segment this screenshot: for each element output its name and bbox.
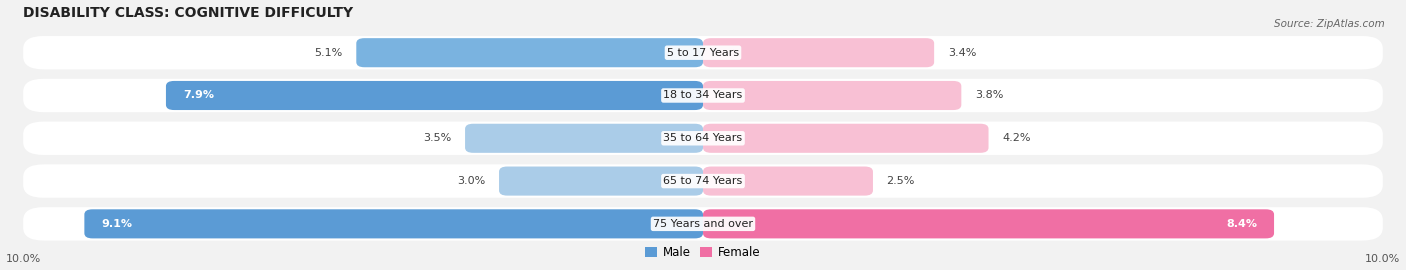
Text: DISABILITY CLASS: COGNITIVE DIFFICULTY: DISABILITY CLASS: COGNITIVE DIFFICULTY <box>22 6 353 19</box>
Text: Source: ZipAtlas.com: Source: ZipAtlas.com <box>1274 19 1385 29</box>
FancyBboxPatch shape <box>703 124 988 153</box>
FancyBboxPatch shape <box>22 79 1384 112</box>
FancyBboxPatch shape <box>703 81 962 110</box>
FancyBboxPatch shape <box>356 38 703 67</box>
FancyBboxPatch shape <box>22 122 1384 155</box>
FancyBboxPatch shape <box>703 167 873 195</box>
FancyBboxPatch shape <box>22 164 1384 198</box>
Text: 18 to 34 Years: 18 to 34 Years <box>664 90 742 100</box>
Text: 3.0%: 3.0% <box>457 176 485 186</box>
FancyBboxPatch shape <box>22 207 1384 241</box>
Text: 75 Years and over: 75 Years and over <box>652 219 754 229</box>
Text: 65 to 74 Years: 65 to 74 Years <box>664 176 742 186</box>
Text: 9.1%: 9.1% <box>101 219 132 229</box>
FancyBboxPatch shape <box>703 38 934 67</box>
Text: 4.2%: 4.2% <box>1002 133 1031 143</box>
Text: 3.8%: 3.8% <box>974 90 1004 100</box>
Text: 7.9%: 7.9% <box>183 90 214 100</box>
Text: 5 to 17 Years: 5 to 17 Years <box>666 48 740 58</box>
Legend: Male, Female: Male, Female <box>641 241 765 264</box>
FancyBboxPatch shape <box>499 167 703 195</box>
Text: 5.1%: 5.1% <box>315 48 343 58</box>
FancyBboxPatch shape <box>166 81 703 110</box>
Text: 8.4%: 8.4% <box>1226 219 1257 229</box>
Text: 35 to 64 Years: 35 to 64 Years <box>664 133 742 143</box>
Text: 2.5%: 2.5% <box>887 176 915 186</box>
FancyBboxPatch shape <box>22 36 1384 69</box>
Text: 3.4%: 3.4% <box>948 48 976 58</box>
FancyBboxPatch shape <box>84 209 703 238</box>
FancyBboxPatch shape <box>703 209 1274 238</box>
FancyBboxPatch shape <box>465 124 703 153</box>
Text: 3.5%: 3.5% <box>423 133 451 143</box>
